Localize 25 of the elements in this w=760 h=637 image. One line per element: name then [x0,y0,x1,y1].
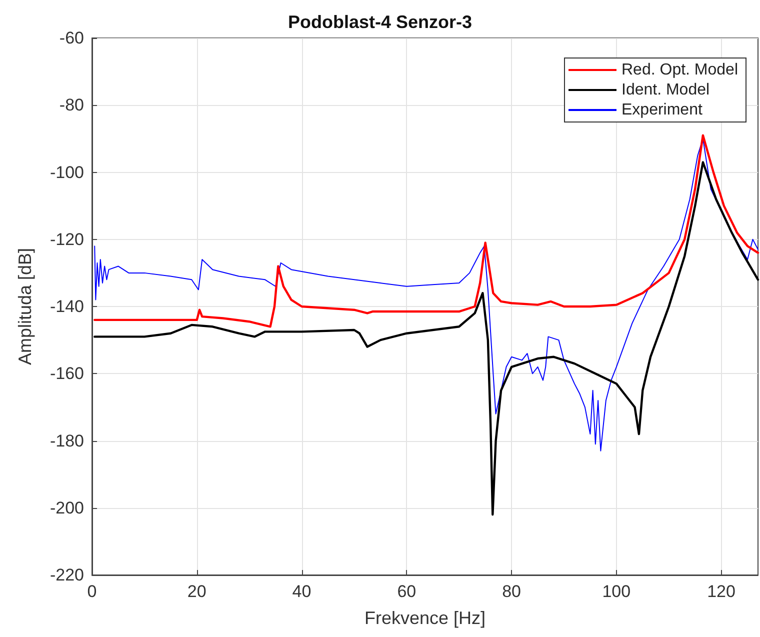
legend-label: Experiment [622,102,703,118]
x-tick-label: 100 [602,582,631,601]
line-series [94,138,758,452]
x-tick-label: 120 [707,582,736,601]
x-tick-label: 60 [397,582,416,601]
x-tick-label: 80 [502,582,521,601]
y-tick-label: -60 [59,28,84,48]
y-axis-title: Amplituda [dB] [15,248,35,366]
x-tick-label: 40 [292,582,312,601]
y-tick-label: -140 [50,297,84,316]
y-tick-label: -180 [50,431,84,450]
legend-label: Red. Opt. Model [622,62,738,78]
x-axis-title: Frekvence [Hz] [364,608,486,628]
y-tick-label: -100 [50,162,84,182]
y-tick-label: -120 [50,230,84,249]
line-series [94,161,760,516]
y-tick-label: -80 [59,96,84,115]
y-tick-label: -220 [50,566,84,584]
x-tick-label: 0 [87,582,97,601]
y-tick-label: -200 [50,498,84,518]
legend-label: Ident. Model [622,82,710,98]
x-tick-label: 20 [187,582,206,601]
line-series [94,134,760,328]
y-tick-label: -160 [50,364,84,384]
chart-title: Podoblast-4 Senzor-3 [288,12,472,32]
